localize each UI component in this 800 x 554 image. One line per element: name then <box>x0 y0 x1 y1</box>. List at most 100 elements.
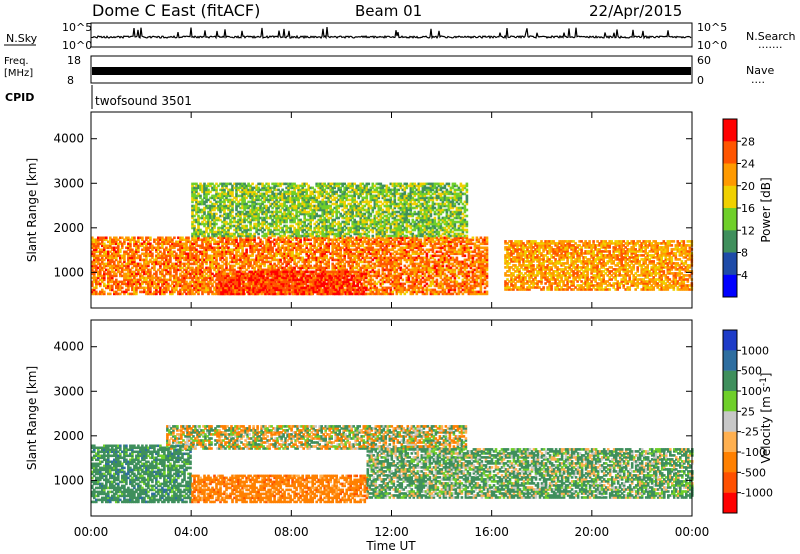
heatmap-cell <box>417 268 421 272</box>
heatmap-cell <box>207 258 210 262</box>
heatmap-cell <box>97 274 100 278</box>
heatmap-cell <box>455 262 459 266</box>
heatmap-cell <box>267 244 270 248</box>
heatmap-cell <box>143 272 146 276</box>
heatmap-cell <box>165 256 168 260</box>
heatmap-cell <box>280 290 283 294</box>
heatmap-cell <box>459 262 463 266</box>
heatmap-cell <box>479 252 483 256</box>
heatmap-cell <box>229 268 232 272</box>
heatmap-cell <box>413 252 417 256</box>
heatmap-cell <box>111 258 114 262</box>
heatmap-cell <box>307 238 310 242</box>
heatmap-cell <box>326 282 329 286</box>
heatmap-cell <box>171 238 174 242</box>
heatmap-cell <box>285 252 288 256</box>
heatmap-cell <box>107 272 110 276</box>
heatmap-cell <box>271 250 274 254</box>
heatmap-cell <box>397 244 401 248</box>
heatmap-cell <box>173 256 176 260</box>
heatmap-cell <box>451 256 455 260</box>
heatmap-cell <box>359 260 362 264</box>
heatmap-cell <box>131 236 134 240</box>
heatmap-cell <box>371 266 375 270</box>
heatmap-cell <box>314 290 317 294</box>
heatmap-cell <box>201 292 204 296</box>
heatmap-cell <box>209 278 212 282</box>
heatmap-cell <box>229 254 232 258</box>
heatmap-cell <box>193 260 196 264</box>
heatmap-cell <box>187 246 190 250</box>
heatmap-cell <box>429 284 433 288</box>
heatmap-cell <box>111 248 114 252</box>
heatmap-cell <box>197 244 200 248</box>
heatmap-cell <box>315 248 318 252</box>
heatmap-cell <box>167 238 170 242</box>
heatmap-cell <box>259 268 262 272</box>
heatmap-cell <box>248 276 251 280</box>
heatmap-cell <box>391 244 395 248</box>
heatmap-cell <box>327 250 330 254</box>
heatmap-cell <box>435 242 439 246</box>
heatmap-cell <box>167 270 170 274</box>
heatmap-cell <box>143 242 146 246</box>
heatmap-cell <box>367 256 371 260</box>
heatmap-cell <box>105 256 108 260</box>
heatmap-cell <box>344 278 347 282</box>
heatmap-cell <box>219 264 222 268</box>
heatmap-cell <box>407 272 411 276</box>
heatmap-cell <box>389 266 393 270</box>
heatmap-cell <box>387 260 391 264</box>
heatmap-cell <box>153 266 156 270</box>
heatmap-cell <box>145 272 148 276</box>
heatmap-cell <box>411 256 415 260</box>
heatmap-cell <box>447 288 451 292</box>
heatmap-cell <box>145 242 148 246</box>
heatmap-cell <box>467 282 471 286</box>
heatmap-cell <box>252 272 255 276</box>
heatmap-cell <box>411 288 415 292</box>
heatmap-cell <box>365 266 369 270</box>
heatmap-cell <box>251 236 254 240</box>
heatmap-cell <box>229 248 232 252</box>
heatmap-cell <box>91 260 94 264</box>
heatmap-cell <box>237 266 240 270</box>
heatmap-cell <box>411 262 415 266</box>
heatmap-cell <box>195 248 198 252</box>
heatmap-cell <box>129 246 132 250</box>
heatmap-cell <box>427 236 431 240</box>
heatmap-cell <box>218 280 221 284</box>
heatmap-cell <box>371 252 375 256</box>
heatmap-cell <box>253 240 256 244</box>
heatmap-cell <box>252 286 255 290</box>
heatmap-cell <box>189 254 192 258</box>
heatmap-cell <box>292 290 295 294</box>
heatmap-cell <box>387 248 391 252</box>
heatmap-cell <box>425 256 429 260</box>
heatmap-cell <box>292 272 295 276</box>
heatmap-cell <box>411 272 415 276</box>
heatmap-cell <box>234 284 237 288</box>
heatmap-cell <box>473 280 477 284</box>
heatmap-cell <box>419 284 423 288</box>
heatmap-cell <box>163 286 166 290</box>
heatmap-cell <box>179 256 182 260</box>
heatmap-cell <box>327 240 330 244</box>
heatmap-cell <box>377 244 381 248</box>
heatmap-cell <box>377 258 381 262</box>
heatmap-cell <box>175 270 178 274</box>
heatmap-cell <box>395 250 399 254</box>
heatmap-cell <box>379 238 383 242</box>
heatmap-cell <box>279 250 282 254</box>
search-right-label: N.Search <box>746 30 796 43</box>
heatmap-cell <box>393 254 397 258</box>
heatmap-cell <box>471 290 475 294</box>
heatmap-cell <box>278 278 281 282</box>
heatmap-cell <box>345 248 348 252</box>
heatmap-cell <box>467 242 471 246</box>
heatmap-cell <box>213 288 216 292</box>
heatmap-cell <box>262 272 265 276</box>
heatmap-cell <box>327 266 330 270</box>
heatmap-cell <box>157 260 160 264</box>
heatmap-cell <box>257 260 260 264</box>
